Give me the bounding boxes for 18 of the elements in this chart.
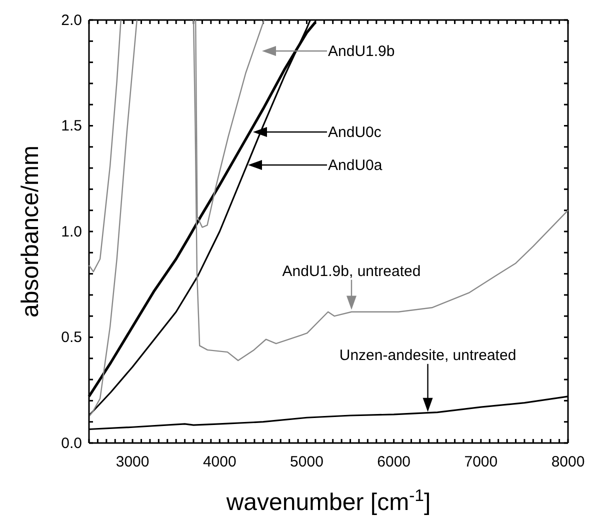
y-tick-label: 1.5 xyxy=(61,118,82,135)
annotation: AndU1.9b xyxy=(328,43,395,60)
y-tick-label: 1.0 xyxy=(61,223,82,240)
y-tick-label: 0.5 xyxy=(61,329,82,346)
annotation: AndU1.9b, untreated xyxy=(282,262,421,280)
y-tick-label: 2.0 xyxy=(61,12,82,29)
x-tick-label: 8000 xyxy=(551,454,585,470)
x-tick-label: 6000 xyxy=(377,454,411,470)
y-axis-title: absorbance/mm xyxy=(17,145,44,318)
x-tick-label: 7000 xyxy=(464,454,498,470)
annotation: AndU0a xyxy=(328,157,383,174)
x-tick-label: 4000 xyxy=(202,454,236,470)
annotation: AndU0c xyxy=(328,124,382,141)
x-axis-title: wavenumber [cm$^{-1}$] xyxy=(225,486,431,516)
y-tick-label: 0.0 xyxy=(61,434,82,452)
x-tick-label: 3000 xyxy=(116,454,150,470)
x-tick-label: 5000 xyxy=(290,454,324,470)
annotation: Unzen-andesite, untreated xyxy=(339,346,516,364)
